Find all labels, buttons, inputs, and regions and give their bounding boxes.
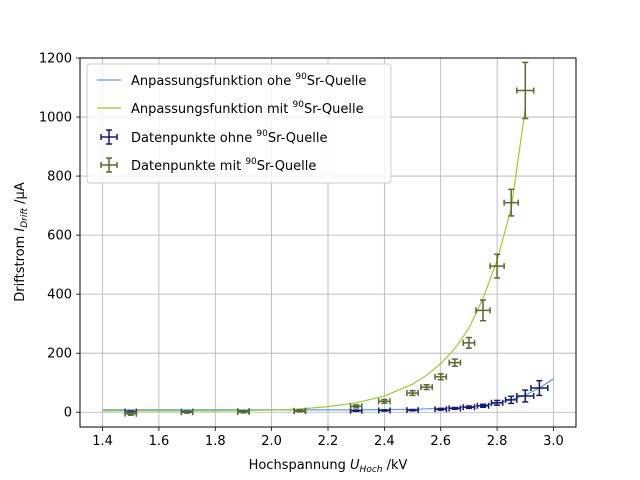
y-tick-label: 0 (64, 406, 72, 421)
data-point (293, 407, 307, 414)
fit-line-0 (102, 378, 554, 411)
x-tick-label: 2.2 (318, 434, 339, 449)
x-tick-label: 2.4 (374, 434, 395, 449)
data-point (124, 410, 138, 417)
data-point (377, 407, 391, 414)
y-tick-label: 1000 (39, 111, 72, 126)
legend: Anpassungsfunktion ohe 90Sr-Quelle Anpas… (86, 63, 392, 184)
legend-swatch-data-without (100, 129, 118, 145)
x-axis-label: Hochspannung UHoch /kV (249, 458, 408, 475)
x-tick-label: 1.6 (149, 434, 170, 449)
y-axis-label: Driftstrom IDrift /µA (13, 182, 30, 302)
legend-swatch-data-with (100, 157, 118, 173)
y-tick-label: 400 (47, 288, 72, 303)
y-tick-label: 1200 (39, 52, 72, 67)
data-point (180, 409, 194, 416)
plot-area (102, 61, 554, 417)
legend-label-data-without: Datenpunkte ohne 90Sr-Quelle (131, 129, 327, 146)
x-tick-label: 2.8 (487, 434, 508, 449)
y-axis: 0 200 400 600 800 1000 1200 (39, 52, 80, 421)
x-tick-label: 2.0 (261, 434, 282, 449)
legend-label-fit-without: Anpassungsfunktion ohe 90Sr-Quelle (131, 72, 366, 89)
data-point (406, 407, 419, 414)
data-point (377, 398, 391, 405)
x-tick-label: 2.6 (430, 434, 451, 449)
fit-line-1 (102, 108, 526, 412)
data-point (516, 389, 535, 403)
y-tick-label: 600 (47, 229, 72, 244)
data-point (476, 402, 490, 409)
data-point (349, 403, 363, 410)
y-tick-label: 200 (47, 347, 72, 362)
data-point (448, 358, 462, 367)
x-tick-label: 1.8 (205, 434, 226, 449)
data-point (448, 405, 462, 412)
legend-label-fit-with: Anpassungsfunktion mit 90Sr-Quelle (131, 100, 364, 117)
data-point (503, 188, 519, 217)
data-point (462, 404, 476, 411)
data-point (516, 61, 535, 120)
data-point (406, 389, 419, 397)
data-point (434, 406, 448, 413)
legend-box (86, 63, 392, 184)
data-point (489, 253, 505, 279)
data-point (490, 399, 504, 406)
data-point (530, 379, 549, 397)
data-point (462, 336, 476, 349)
data-point (434, 373, 448, 381)
x-tick-label: 1.4 (92, 434, 113, 449)
y-tick-label: 800 (47, 170, 72, 185)
x-axis: 1.4 1.6 1.8 2.0 2.2 2.4 2.6 2.8 3.0 (92, 427, 564, 449)
legend-label-data-with: Datenpunkte mit 90Sr-Quelle (131, 157, 316, 174)
data-point (420, 384, 434, 391)
x-tick-label: 3.0 (543, 434, 564, 449)
data-point (237, 408, 250, 415)
data-point (475, 299, 491, 322)
